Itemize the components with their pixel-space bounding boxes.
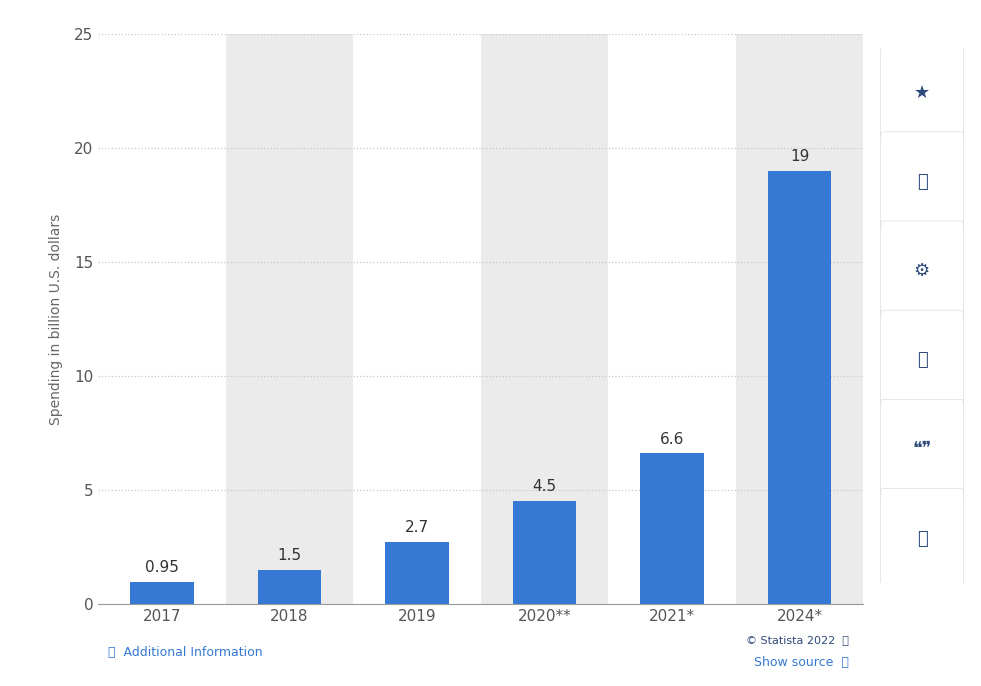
Text: 1.5: 1.5 xyxy=(278,547,301,563)
Text: 🔔: 🔔 xyxy=(917,173,927,191)
Y-axis label: Spending in billion U.S. dollars: Spending in billion U.S. dollars xyxy=(49,213,63,425)
Text: ⓘ  Additional Information: ⓘ Additional Information xyxy=(108,646,263,659)
Bar xyxy=(130,582,194,604)
FancyBboxPatch shape xyxy=(881,221,963,321)
Text: 6.6: 6.6 xyxy=(660,431,684,447)
Text: ⯇: ⯇ xyxy=(917,351,927,369)
Bar xyxy=(640,453,704,604)
Bar xyxy=(386,542,449,604)
Text: 19: 19 xyxy=(790,149,809,164)
FancyBboxPatch shape xyxy=(881,132,963,232)
FancyBboxPatch shape xyxy=(881,399,963,499)
Text: ★: ★ xyxy=(914,84,930,102)
Bar xyxy=(513,501,577,604)
Bar xyxy=(257,569,322,604)
Bar xyxy=(736,34,863,604)
FancyBboxPatch shape xyxy=(881,488,963,589)
Text: 4.5: 4.5 xyxy=(533,480,556,495)
FancyBboxPatch shape xyxy=(881,310,963,410)
Text: 2.7: 2.7 xyxy=(405,521,429,535)
Bar xyxy=(767,171,832,604)
Text: ❝❞: ❝❞ xyxy=(912,440,932,458)
Text: © Statista 2022  🏴: © Statista 2022 🏴 xyxy=(746,635,849,645)
Bar xyxy=(481,34,608,604)
Text: ⎙: ⎙ xyxy=(917,530,927,547)
Text: 0.95: 0.95 xyxy=(145,560,179,575)
Text: Show source  ⓘ: Show source ⓘ xyxy=(753,656,849,669)
Bar xyxy=(226,34,353,604)
Text: ⚙️: ⚙️ xyxy=(914,262,930,280)
FancyBboxPatch shape xyxy=(881,43,963,143)
